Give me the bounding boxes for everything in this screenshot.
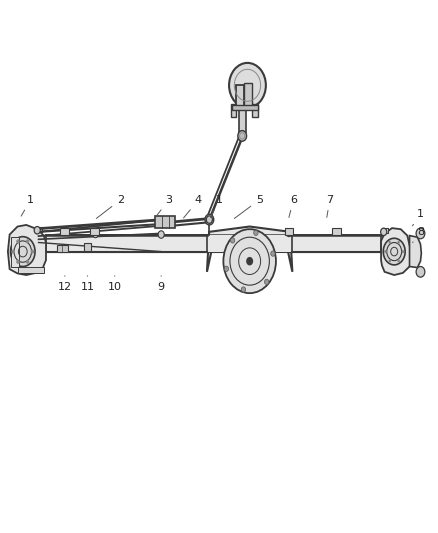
Text: 6: 6 <box>289 195 297 217</box>
Circle shape <box>265 279 269 285</box>
Circle shape <box>241 287 246 292</box>
Circle shape <box>389 259 391 262</box>
Polygon shape <box>46 235 381 252</box>
Text: 1: 1 <box>21 195 34 216</box>
Circle shape <box>93 231 98 238</box>
Polygon shape <box>207 227 293 272</box>
Circle shape <box>16 260 20 264</box>
Circle shape <box>34 227 40 234</box>
Polygon shape <box>382 228 388 233</box>
Text: 3: 3 <box>155 195 172 218</box>
Polygon shape <box>46 235 381 252</box>
Text: 5: 5 <box>234 195 263 219</box>
Circle shape <box>224 266 229 271</box>
Circle shape <box>11 237 35 266</box>
Circle shape <box>238 131 247 141</box>
Circle shape <box>416 266 425 277</box>
Text: 1: 1 <box>413 209 424 226</box>
Circle shape <box>206 216 212 223</box>
Circle shape <box>11 249 15 254</box>
Circle shape <box>402 250 404 253</box>
Circle shape <box>254 230 258 236</box>
Circle shape <box>383 238 405 265</box>
Polygon shape <box>232 105 258 110</box>
Circle shape <box>271 251 275 256</box>
Text: 11: 11 <box>81 276 95 292</box>
Circle shape <box>205 214 214 225</box>
Circle shape <box>384 250 387 253</box>
Circle shape <box>286 229 292 237</box>
Polygon shape <box>252 104 258 117</box>
Text: 12: 12 <box>58 276 72 292</box>
Polygon shape <box>8 225 46 275</box>
Polygon shape <box>293 235 381 252</box>
Circle shape <box>397 241 400 244</box>
Text: 4: 4 <box>184 195 202 218</box>
Circle shape <box>416 228 425 239</box>
Text: 10: 10 <box>108 276 122 292</box>
Text: 7: 7 <box>326 195 333 217</box>
Text: 8: 8 <box>413 227 424 243</box>
Polygon shape <box>60 228 69 235</box>
Polygon shape <box>11 237 19 266</box>
Polygon shape <box>231 104 236 117</box>
Polygon shape <box>84 243 91 251</box>
Circle shape <box>223 229 276 293</box>
Polygon shape <box>90 228 99 235</box>
Circle shape <box>381 228 387 236</box>
Circle shape <box>31 249 34 254</box>
Circle shape <box>16 239 20 244</box>
Polygon shape <box>155 216 175 228</box>
Text: 1: 1 <box>211 195 223 217</box>
Circle shape <box>246 257 253 265</box>
Circle shape <box>230 238 235 243</box>
Circle shape <box>26 260 29 264</box>
Polygon shape <box>236 85 244 108</box>
Polygon shape <box>410 236 421 268</box>
Polygon shape <box>285 228 293 235</box>
Circle shape <box>397 259 400 262</box>
Polygon shape <box>18 266 44 273</box>
Circle shape <box>26 239 29 244</box>
Text: 2: 2 <box>96 195 124 219</box>
Circle shape <box>229 63 266 108</box>
Polygon shape <box>381 228 412 275</box>
Text: 9: 9 <box>158 276 165 292</box>
Polygon shape <box>46 235 207 252</box>
Circle shape <box>389 241 391 244</box>
Polygon shape <box>36 227 42 232</box>
Polygon shape <box>244 83 252 107</box>
Circle shape <box>158 231 164 238</box>
Polygon shape <box>332 228 341 235</box>
Polygon shape <box>57 245 68 252</box>
Polygon shape <box>239 108 246 133</box>
